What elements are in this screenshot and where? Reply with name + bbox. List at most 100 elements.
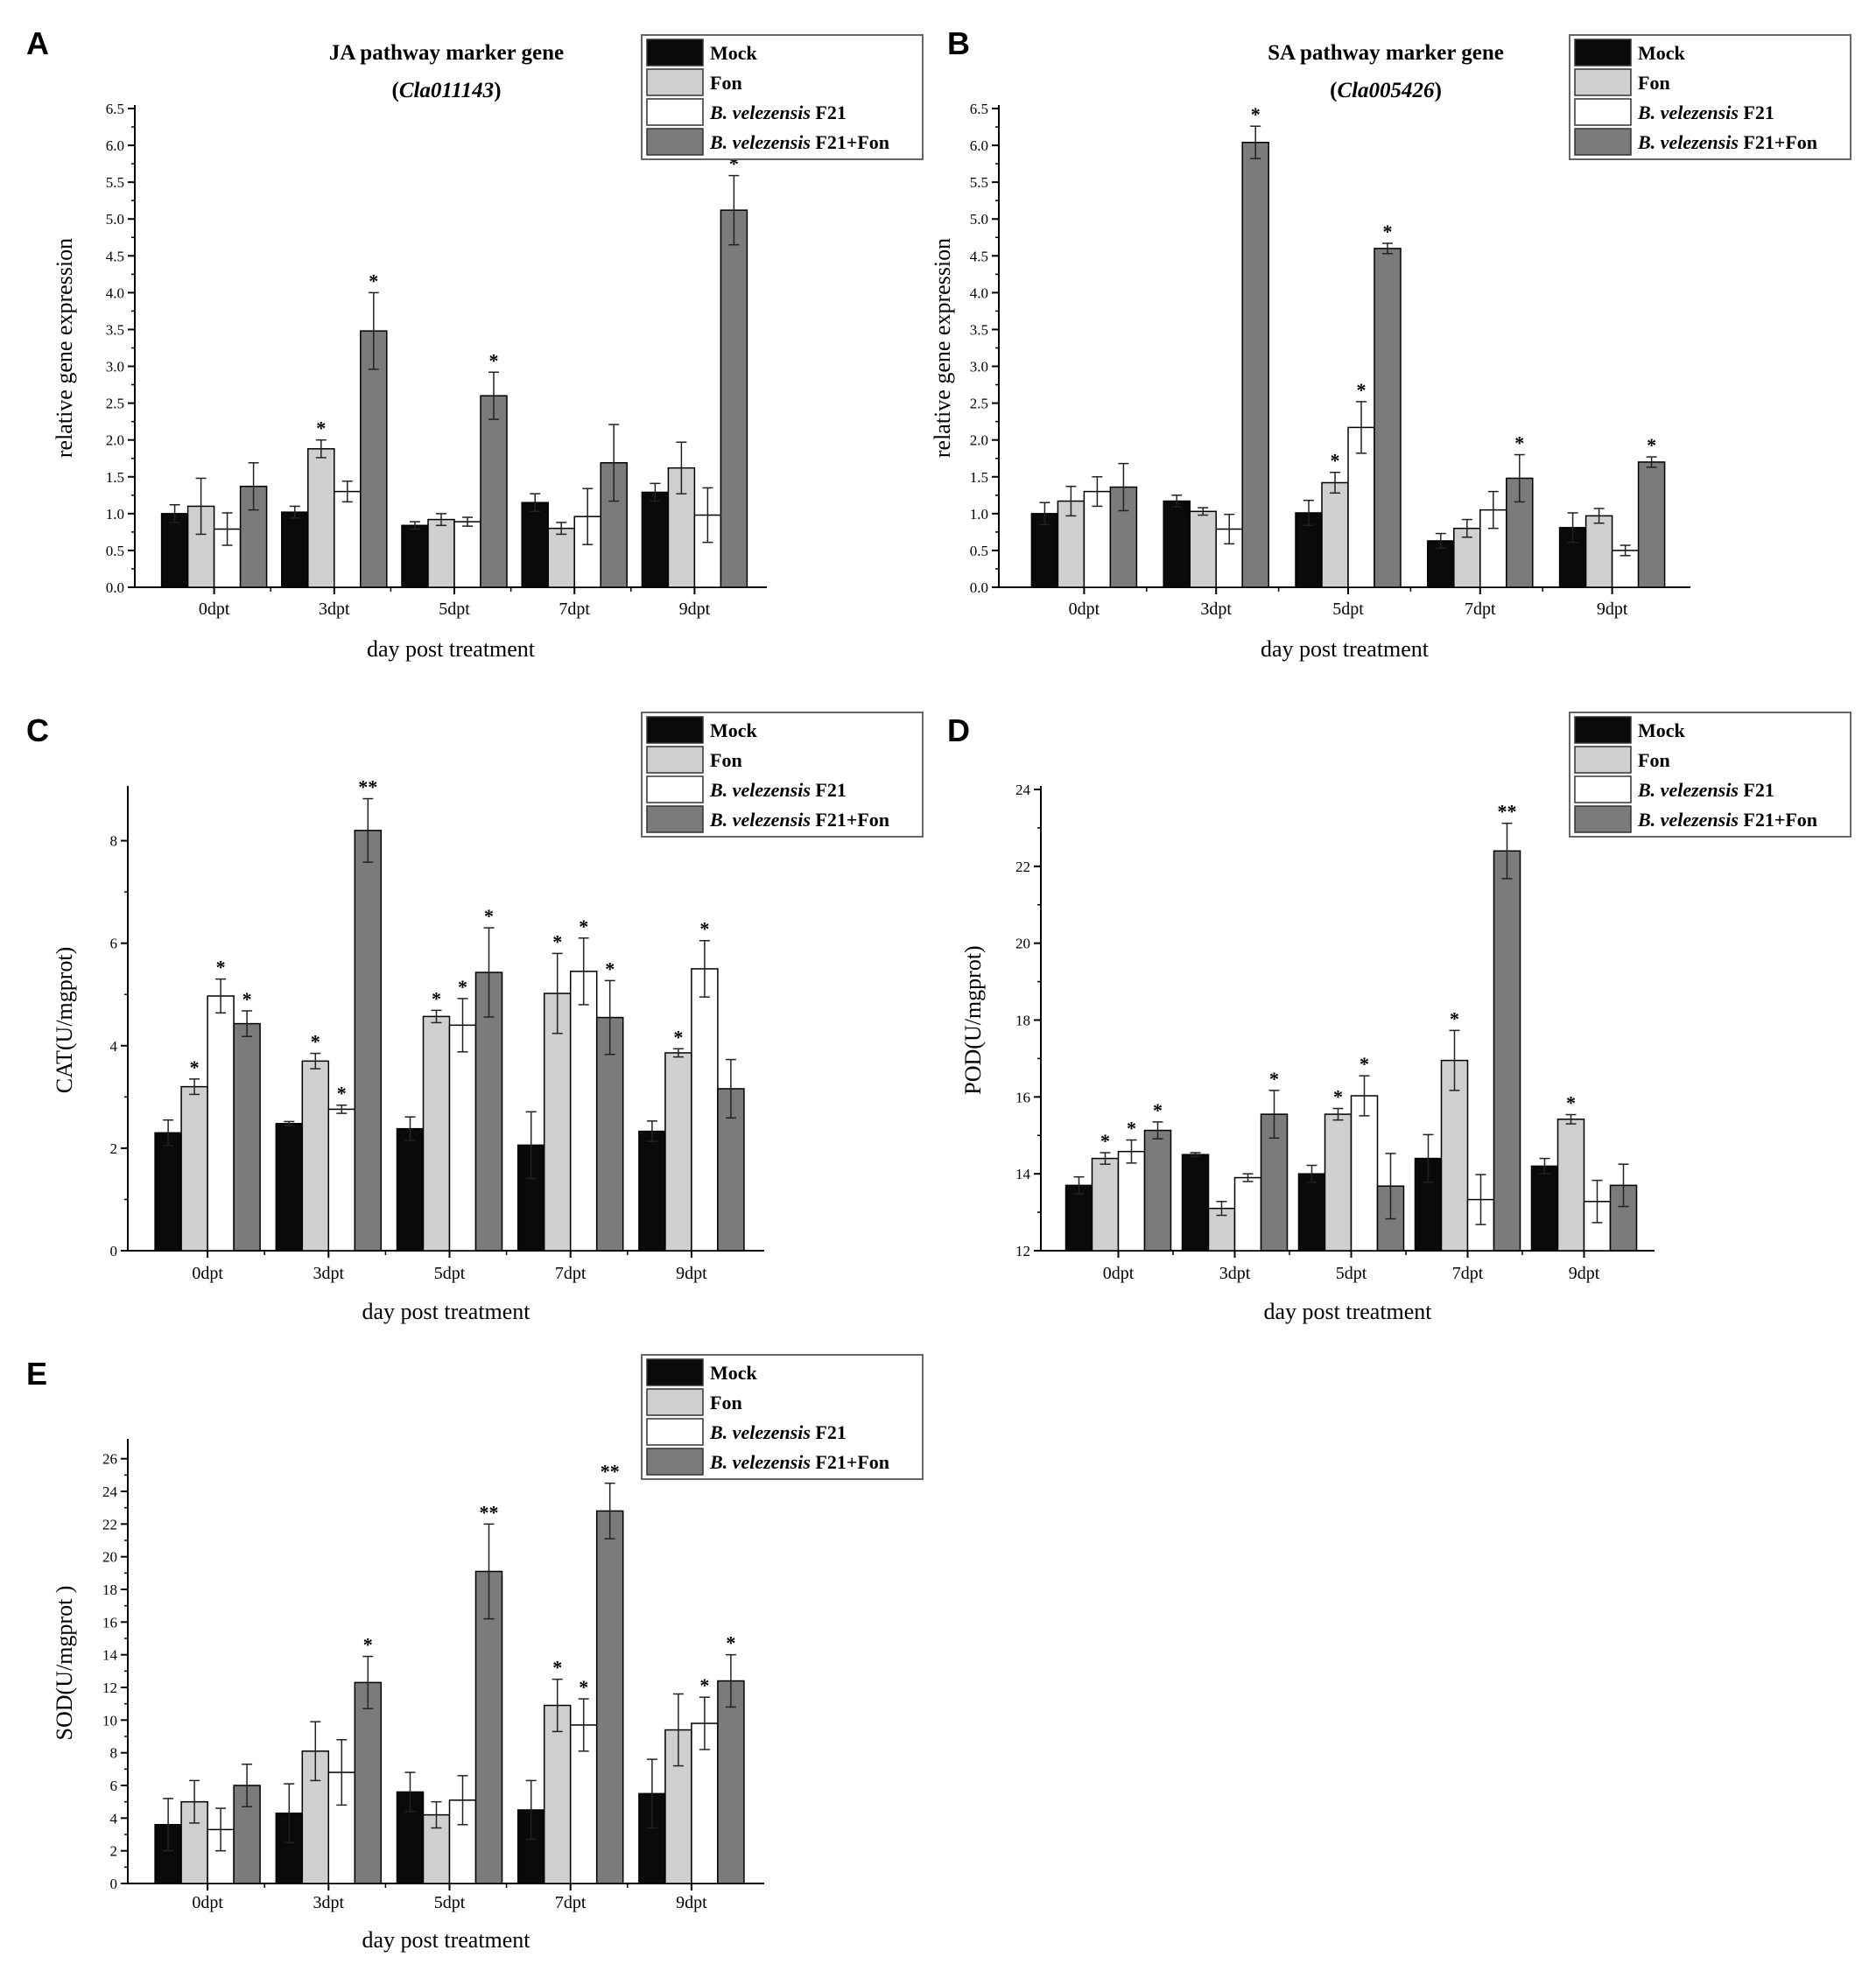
legend-label: B. velezensis F21 bbox=[709, 1421, 847, 1443]
y-tick-label: 10 bbox=[102, 1712, 117, 1729]
x-tick-label: 0dpt bbox=[199, 600, 230, 619]
panel-letter: E bbox=[26, 1356, 47, 1392]
significance-mark: * bbox=[369, 270, 378, 291]
x-tick-label: 5dpt bbox=[434, 1893, 466, 1912]
legend-label: Fon bbox=[1638, 72, 1670, 94]
y-tick-label: 12 bbox=[1015, 1243, 1030, 1259]
y-tick-label: 0.0 bbox=[106, 579, 124, 596]
bar bbox=[1297, 1173, 1326, 1252]
x-tick-label: 3dpt bbox=[313, 1893, 345, 1912]
x-tick-label: 7dpt bbox=[559, 600, 590, 619]
legend-swatch bbox=[1574, 68, 1632, 96]
legend: Mock Fon B. velezensis F21 B. velezensis F2… bbox=[1569, 34, 1851, 160]
legend-label: B. velezensis F21 bbox=[1637, 779, 1774, 801]
y-tick-label: 4.5 bbox=[106, 248, 124, 264]
legend-swatch bbox=[646, 1358, 704, 1386]
panel-letter: A bbox=[26, 25, 49, 61]
legend-swatch bbox=[646, 98, 704, 126]
bar bbox=[334, 490, 362, 588]
y-tick-label: 4 bbox=[110, 1810, 118, 1827]
bar bbox=[180, 1085, 208, 1252]
significance-mark: * bbox=[1383, 221, 1393, 242]
legend-swatch bbox=[1574, 746, 1632, 774]
bar bbox=[1350, 1095, 1379, 1252]
significance-mark: * bbox=[579, 1676, 588, 1698]
legend-swatch bbox=[646, 128, 704, 156]
bar bbox=[521, 502, 549, 588]
significance-mark: * bbox=[673, 1026, 683, 1048]
y-tick-label: 5.5 bbox=[970, 174, 988, 191]
significance-mark: * bbox=[311, 1031, 320, 1053]
bar bbox=[1493, 850, 1521, 1252]
bar bbox=[1181, 1154, 1210, 1252]
legend-swatch bbox=[1574, 716, 1632, 744]
bar bbox=[664, 1052, 692, 1252]
bar bbox=[1064, 1184, 1093, 1252]
significance-mark: * bbox=[1360, 1053, 1369, 1075]
legend: Mock Fon B. velezensis F21 B. velezensis F2… bbox=[641, 34, 924, 160]
significance-mark: * bbox=[579, 915, 588, 937]
x-tick-label: 0dpt bbox=[1103, 1264, 1135, 1283]
y-tick-label: 4.5 bbox=[970, 248, 988, 264]
y-tick-label: 4.0 bbox=[970, 284, 988, 301]
bar bbox=[160, 513, 189, 588]
x-tick-label: 5dpt bbox=[1336, 1264, 1367, 1283]
panel-letter: B bbox=[947, 25, 970, 61]
legend-label: B. velezensis F21+Fon bbox=[1637, 131, 1817, 153]
significance-mark: ** bbox=[601, 1461, 620, 1483]
y-tick-label: 24 bbox=[102, 1484, 118, 1500]
x-tick-label: 9dpt bbox=[1597, 600, 1628, 619]
legend-label: Mock bbox=[1638, 42, 1686, 64]
significance-mark: * bbox=[1251, 103, 1261, 125]
x-axis-title: day post treatment bbox=[1261, 636, 1430, 662]
chart-title: SA pathway marker gene bbox=[1268, 41, 1504, 65]
y-tick-label: 6.5 bbox=[970, 101, 988, 117]
significance-mark: * bbox=[316, 417, 326, 439]
chart-panel-A: A JA pathway marker gene (Cla011143) 0.0 0.5… bbox=[26, 25, 924, 662]
chart-title: JA pathway marker gene bbox=[329, 41, 564, 65]
chart-panel-D: D12141618202224POD(U/mgprot)0dpt***3dpt*… bbox=[947, 712, 1851, 1324]
chart-subtitle: (Cla005426) bbox=[1330, 79, 1442, 102]
bar bbox=[547, 527, 575, 588]
significance-mark: * bbox=[1331, 450, 1340, 472]
y-axis-title: SOD(U/mgprot ) bbox=[52, 1586, 77, 1741]
legend-swatch bbox=[646, 775, 704, 803]
x-tick-label: 3dpt bbox=[1200, 600, 1232, 619]
y-tick-label: 3.0 bbox=[106, 359, 124, 375]
bar bbox=[281, 511, 309, 588]
y-tick-label: 22 bbox=[1015, 859, 1030, 875]
y-tick-label: 3.5 bbox=[106, 321, 124, 338]
bar bbox=[480, 395, 508, 588]
bar bbox=[354, 830, 383, 1252]
y-tick-label: 8 bbox=[110, 1745, 118, 1762]
y-tick-label: 4.0 bbox=[106, 284, 124, 301]
x-tick-label: 3dpt bbox=[313, 1264, 345, 1283]
significance-mark: * bbox=[489, 349, 499, 371]
y-tick-label: 1.5 bbox=[970, 469, 988, 486]
bar bbox=[1453, 527, 1481, 588]
x-tick-label: 0dpt bbox=[1069, 600, 1100, 619]
legend-label: Mock bbox=[710, 1362, 758, 1384]
y-tick-label: 14 bbox=[102, 1647, 118, 1664]
bar bbox=[1091, 1157, 1120, 1252]
bar bbox=[1324, 1113, 1353, 1252]
chart-subtitle: (Cla011143) bbox=[391, 79, 501, 102]
y-tick-label: 6 bbox=[110, 1778, 118, 1794]
significance-mark: * bbox=[363, 1634, 373, 1656]
legend: Mock Fon B. velezensis F21 B. velezensis F2… bbox=[641, 1354, 924, 1480]
bar bbox=[595, 1510, 624, 1884]
x-axis-title: day post treatment bbox=[367, 636, 536, 662]
legend-label: B. velezensis F21 bbox=[1637, 102, 1774, 123]
y-tick-label: 5.0 bbox=[970, 211, 988, 228]
legend-label: Fon bbox=[710, 1392, 742, 1413]
significance-mark: * bbox=[1153, 1099, 1163, 1121]
y-tick-label: 3.5 bbox=[970, 321, 988, 338]
significance-mark: * bbox=[1357, 379, 1367, 401]
significance-mark: * bbox=[699, 1674, 709, 1696]
bar bbox=[595, 1016, 624, 1252]
bar bbox=[427, 518, 455, 588]
legend-label: Mock bbox=[1638, 719, 1686, 741]
bar bbox=[717, 1680, 745, 1884]
